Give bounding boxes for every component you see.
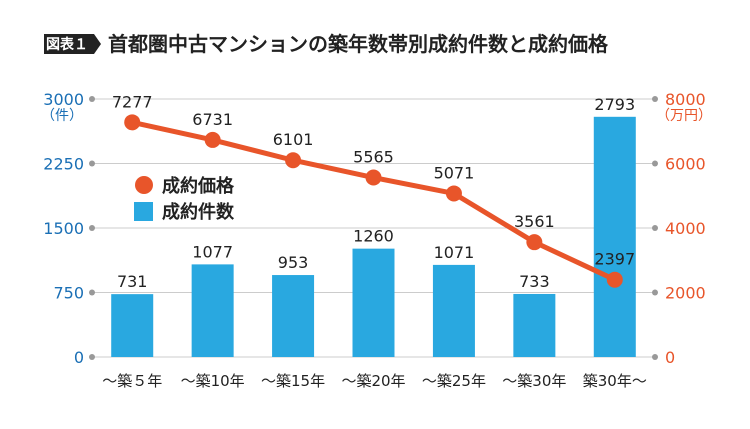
gridline-dot-left <box>89 354 95 360</box>
bar-value-label: 731 <box>117 272 148 291</box>
right-tick-label: 4000 <box>665 219 706 238</box>
line-series <box>124 114 623 288</box>
gridline-dot-left <box>89 289 95 296</box>
title-badge-shape <box>44 34 101 54</box>
line-point <box>526 234 543 251</box>
chart-title: 首都圏中古マンションの築年数帯別成約件数と成約価格 <box>108 32 609 56</box>
x-tick-label: ～築30年 <box>502 372 566 390</box>
gridline-dot-right <box>652 160 658 167</box>
right-tick-label: 8000 <box>665 90 706 109</box>
line-point <box>445 185 462 202</box>
x-axis-labels: ～築５年 ～築10年 ～築15年 ～築20年 ～築25年 ～築30年 築30年～ <box>102 372 647 390</box>
line-value-label: 6101 <box>273 130 314 149</box>
left-tick-label: 1500 <box>43 219 84 238</box>
gridline-dot-left <box>89 225 95 231</box>
gridline-dot-left <box>89 160 95 167</box>
line-value-label: 2397 <box>594 250 635 269</box>
line-value-label: 3561 <box>514 212 555 231</box>
legend: 成約価格 成約件数 <box>134 175 235 223</box>
line-value-label: 6731 <box>192 110 233 129</box>
left-tick-label: 750 <box>53 284 84 303</box>
right-tick-label: 2000 <box>665 284 706 303</box>
bar <box>111 294 154 357</box>
legend-bar-label: 成約件数 <box>162 201 235 223</box>
bar <box>432 264 475 357</box>
bar-value-label: 2793 <box>594 95 635 114</box>
left-tick-label: 2250 <box>43 155 84 174</box>
data-labels: 731 1077 953 1260 1071 733 2793 7277 6731 6101 556… <box>112 92 635 291</box>
legend-line-marker <box>135 176 153 194</box>
gridline-dot-right <box>652 289 658 296</box>
line-value-label: 7277 <box>112 92 153 111</box>
bar <box>593 116 636 357</box>
x-tick-label: 築30年～ <box>583 372 647 390</box>
bar-value-label: 1077 <box>192 242 233 261</box>
right-tick-label: 0 <box>665 348 675 367</box>
line-value-label: 5071 <box>434 163 475 182</box>
bar <box>513 293 556 357</box>
left-axis-unit: （件） <box>41 108 83 124</box>
left-tick-label: 3000 <box>43 90 84 109</box>
bar <box>352 248 395 357</box>
line-value-label: 5565 <box>353 148 394 167</box>
bar-value-label: 1260 <box>353 227 394 246</box>
x-tick-label: ～築５年 <box>102 372 162 390</box>
line-point <box>204 131 221 148</box>
line-point <box>365 169 382 186</box>
title-badge: 図表１ <box>44 34 101 54</box>
right-tick-label: 6000 <box>665 155 706 174</box>
bar <box>272 275 315 357</box>
axis-ticks: 3000 8000 2250 6000 1500 4000 750 2000 0 0 <box>43 90 705 367</box>
right-axis-unit: （万円） <box>656 108 712 124</box>
line-point <box>285 152 302 169</box>
x-tick-label: ～築15年 <box>261 372 325 390</box>
bar-value-label: 733 <box>519 272 550 291</box>
left-tick-label: 0 <box>74 348 84 367</box>
bar-value-label: 953 <box>278 253 309 272</box>
gridline-dot-right <box>652 354 658 360</box>
x-tick-label: ～築25年 <box>422 372 486 390</box>
bar <box>191 264 234 357</box>
legend-bar-marker <box>134 202 153 221</box>
legend-line-label: 成約価格 <box>162 175 235 197</box>
x-tick-label: ～築20年 <box>341 372 405 390</box>
bar-series <box>111 116 636 357</box>
title-badge-label: 図表１ <box>46 36 88 53</box>
gridline-dot-right <box>652 225 658 231</box>
gridline-dot-right <box>652 96 658 102</box>
bar-value-label: 1071 <box>434 243 475 262</box>
line-point <box>606 271 623 288</box>
gridlines <box>89 96 658 360</box>
line-point <box>124 114 141 131</box>
x-tick-label: ～築10年 <box>181 372 245 390</box>
gridline-dot-left <box>89 96 95 102</box>
